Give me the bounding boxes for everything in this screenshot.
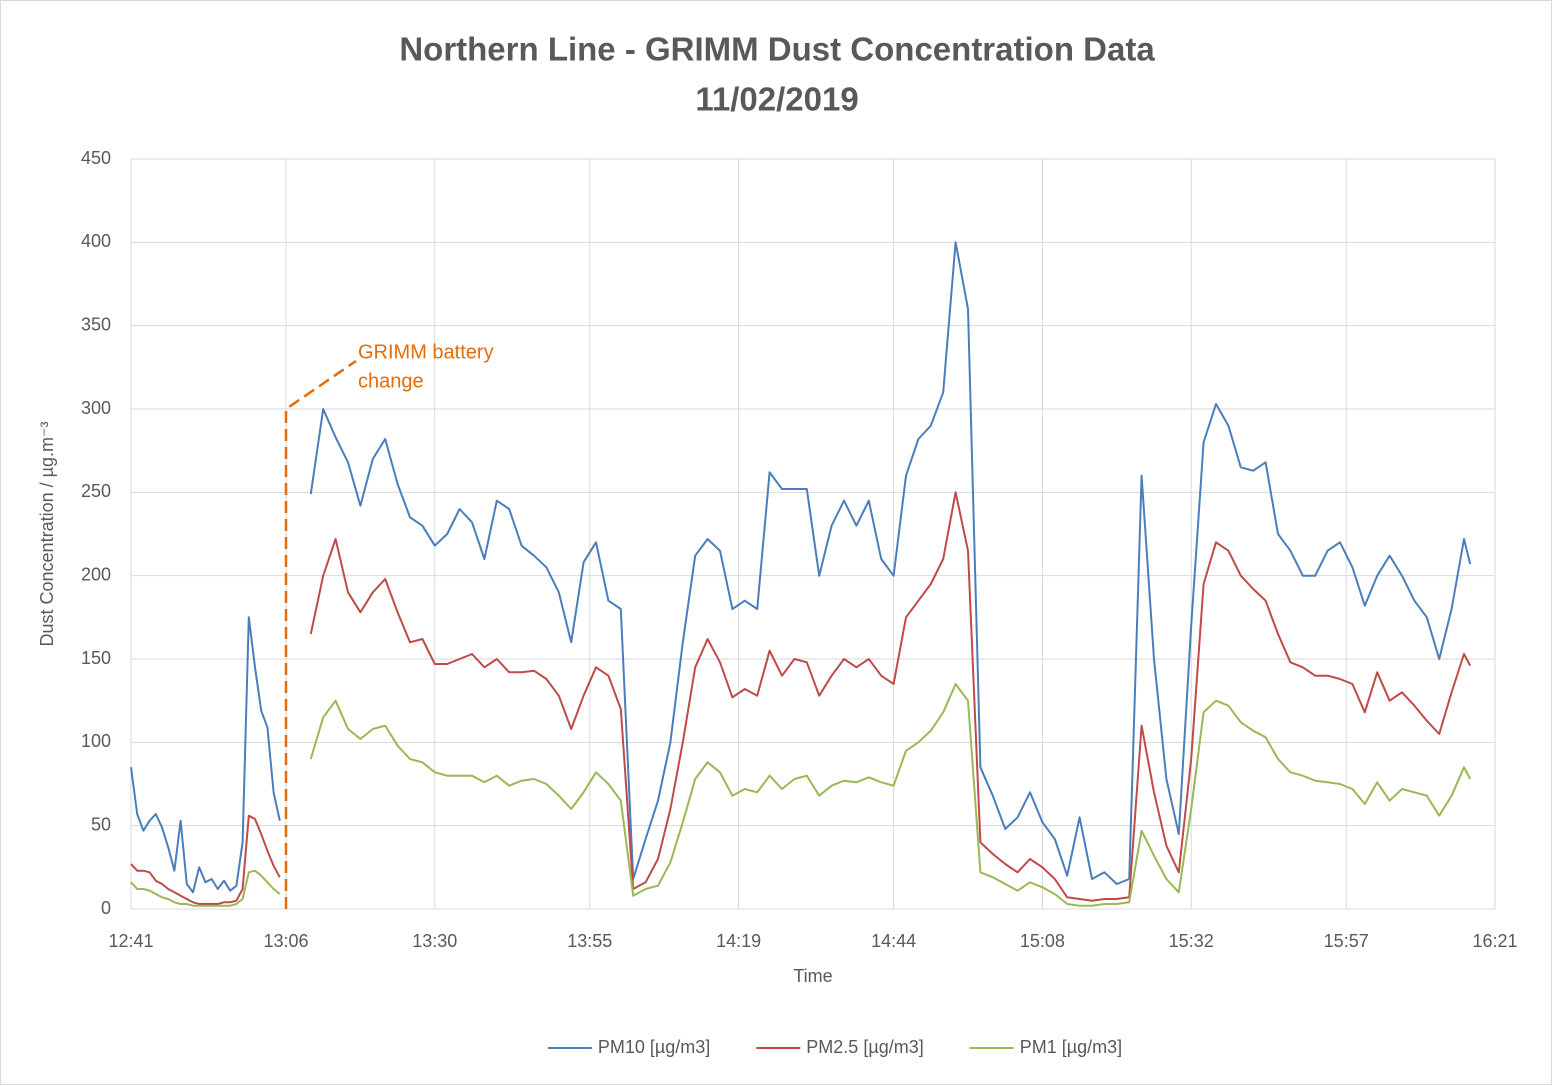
x-tick-label: 14:19 xyxy=(716,931,761,951)
annotation-text: change xyxy=(358,370,424,392)
x-tick-label: 16:21 xyxy=(1472,931,1517,951)
legend-label: PM2.5 [µg/m3] xyxy=(806,1037,923,1057)
x-tick-label: 15:57 xyxy=(1324,931,1369,951)
y-tick-label: 0 xyxy=(101,898,111,918)
x-tick-label: 15:32 xyxy=(1169,931,1214,951)
series-line xyxy=(130,491,1472,905)
y-tick-label: 50 xyxy=(91,814,111,834)
x-tick-label: 13:06 xyxy=(263,931,308,951)
x-tick-label: 13:55 xyxy=(567,931,612,951)
annotation-leader xyxy=(284,359,357,909)
legend-label: PM10 [µg/m3] xyxy=(598,1037,710,1057)
y-tick-label: 300 xyxy=(81,398,111,418)
legend: PM10 [µg/m3] PM2.5 [µg/m3] PM1 [µg/m3] xyxy=(547,1037,1122,1057)
y-tick-label: 350 xyxy=(81,314,111,334)
x-tick-label: 13:30 xyxy=(412,931,457,951)
y-tick-label: 150 xyxy=(81,648,111,668)
legend-label: PM1 [µg/m3] xyxy=(1020,1037,1122,1057)
annotation-text: GRIMM battery xyxy=(358,341,494,363)
x-tick-label: 12:41 xyxy=(108,931,153,951)
chart-title: Northern Line - GRIMM Dust Concentration… xyxy=(399,31,1155,68)
y-tick-label: 400 xyxy=(81,231,111,251)
chart-subtitle: 11/02/2019 xyxy=(695,81,858,118)
series-line xyxy=(130,241,1472,894)
series-line xyxy=(130,683,1472,907)
x-tick-label: 14:44 xyxy=(871,931,916,951)
x-axis-label: Time xyxy=(793,966,832,986)
x-tick-label: 15:08 xyxy=(1020,931,1065,951)
y-tick-label: 450 xyxy=(81,148,111,168)
y-tick-label: 200 xyxy=(81,564,111,584)
y-axis-label: Dust Concentration / µg.m⁻³ xyxy=(37,422,57,647)
y-tick-label: 100 xyxy=(81,731,111,751)
y-tick-label: 250 xyxy=(81,481,111,501)
